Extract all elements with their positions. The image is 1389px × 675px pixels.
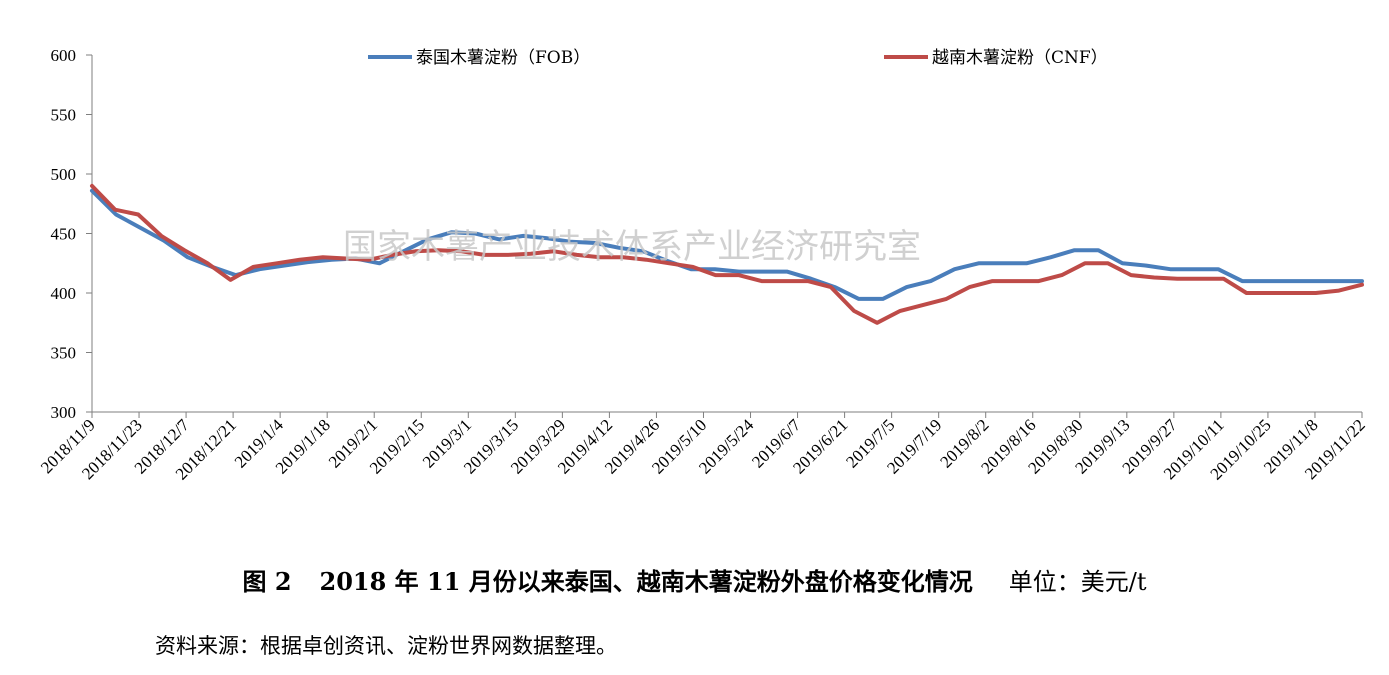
series-lines bbox=[90, 183, 1364, 325]
y-tick-label: 400 bbox=[51, 284, 77, 303]
figure-number: 图 2 bbox=[242, 566, 292, 596]
y-tick-label: 350 bbox=[51, 344, 77, 363]
y-tick-label: 600 bbox=[51, 46, 77, 65]
x-axis-ticks: 2018/11/92018/11/232018/12/72018/12/2120… bbox=[37, 412, 1369, 484]
legend-label-vietnam-cnf: 越南木薯淀粉（CNF） bbox=[932, 48, 1108, 68]
legend: 泰国木薯淀粉（FOB） 越南木薯淀粉（CNF） bbox=[368, 48, 1108, 68]
figure-caption: 图 2 2018 年 11 月份以来泰国、越南木薯淀粉外盘价格变化情况 单位：美… bbox=[0, 558, 1389, 600]
figure-unit: 单位：美元/t bbox=[1008, 567, 1147, 596]
series-line-thai-fob bbox=[90, 188, 1364, 301]
watermark-text: 国家木薯产业技术体系产业经济研究室 bbox=[343, 227, 921, 267]
legend-label-thai-fob: 泰国木薯淀粉（FOB） bbox=[416, 48, 590, 68]
y-tick-label: 450 bbox=[51, 225, 77, 244]
series-line-vietnam-cnf bbox=[90, 183, 1364, 325]
y-tick-label: 550 bbox=[51, 106, 77, 125]
figure-title: 2018 年 11 月份以来泰国、越南木薯淀粉外盘价格变化情况 bbox=[319, 566, 973, 596]
y-axis-ticks: 300 350 400 450 500 550 600 bbox=[51, 46, 92, 422]
source-note: 资料来源：根据卓创资讯、淀粉世界网数据整理。 bbox=[155, 634, 617, 658]
y-tick-label: 300 bbox=[51, 403, 77, 422]
line-chart: 300 350 400 450 500 550 600 2018/11/92018/11/2… bbox=[37, 46, 1369, 484]
y-tick-label: 500 bbox=[51, 165, 77, 184]
